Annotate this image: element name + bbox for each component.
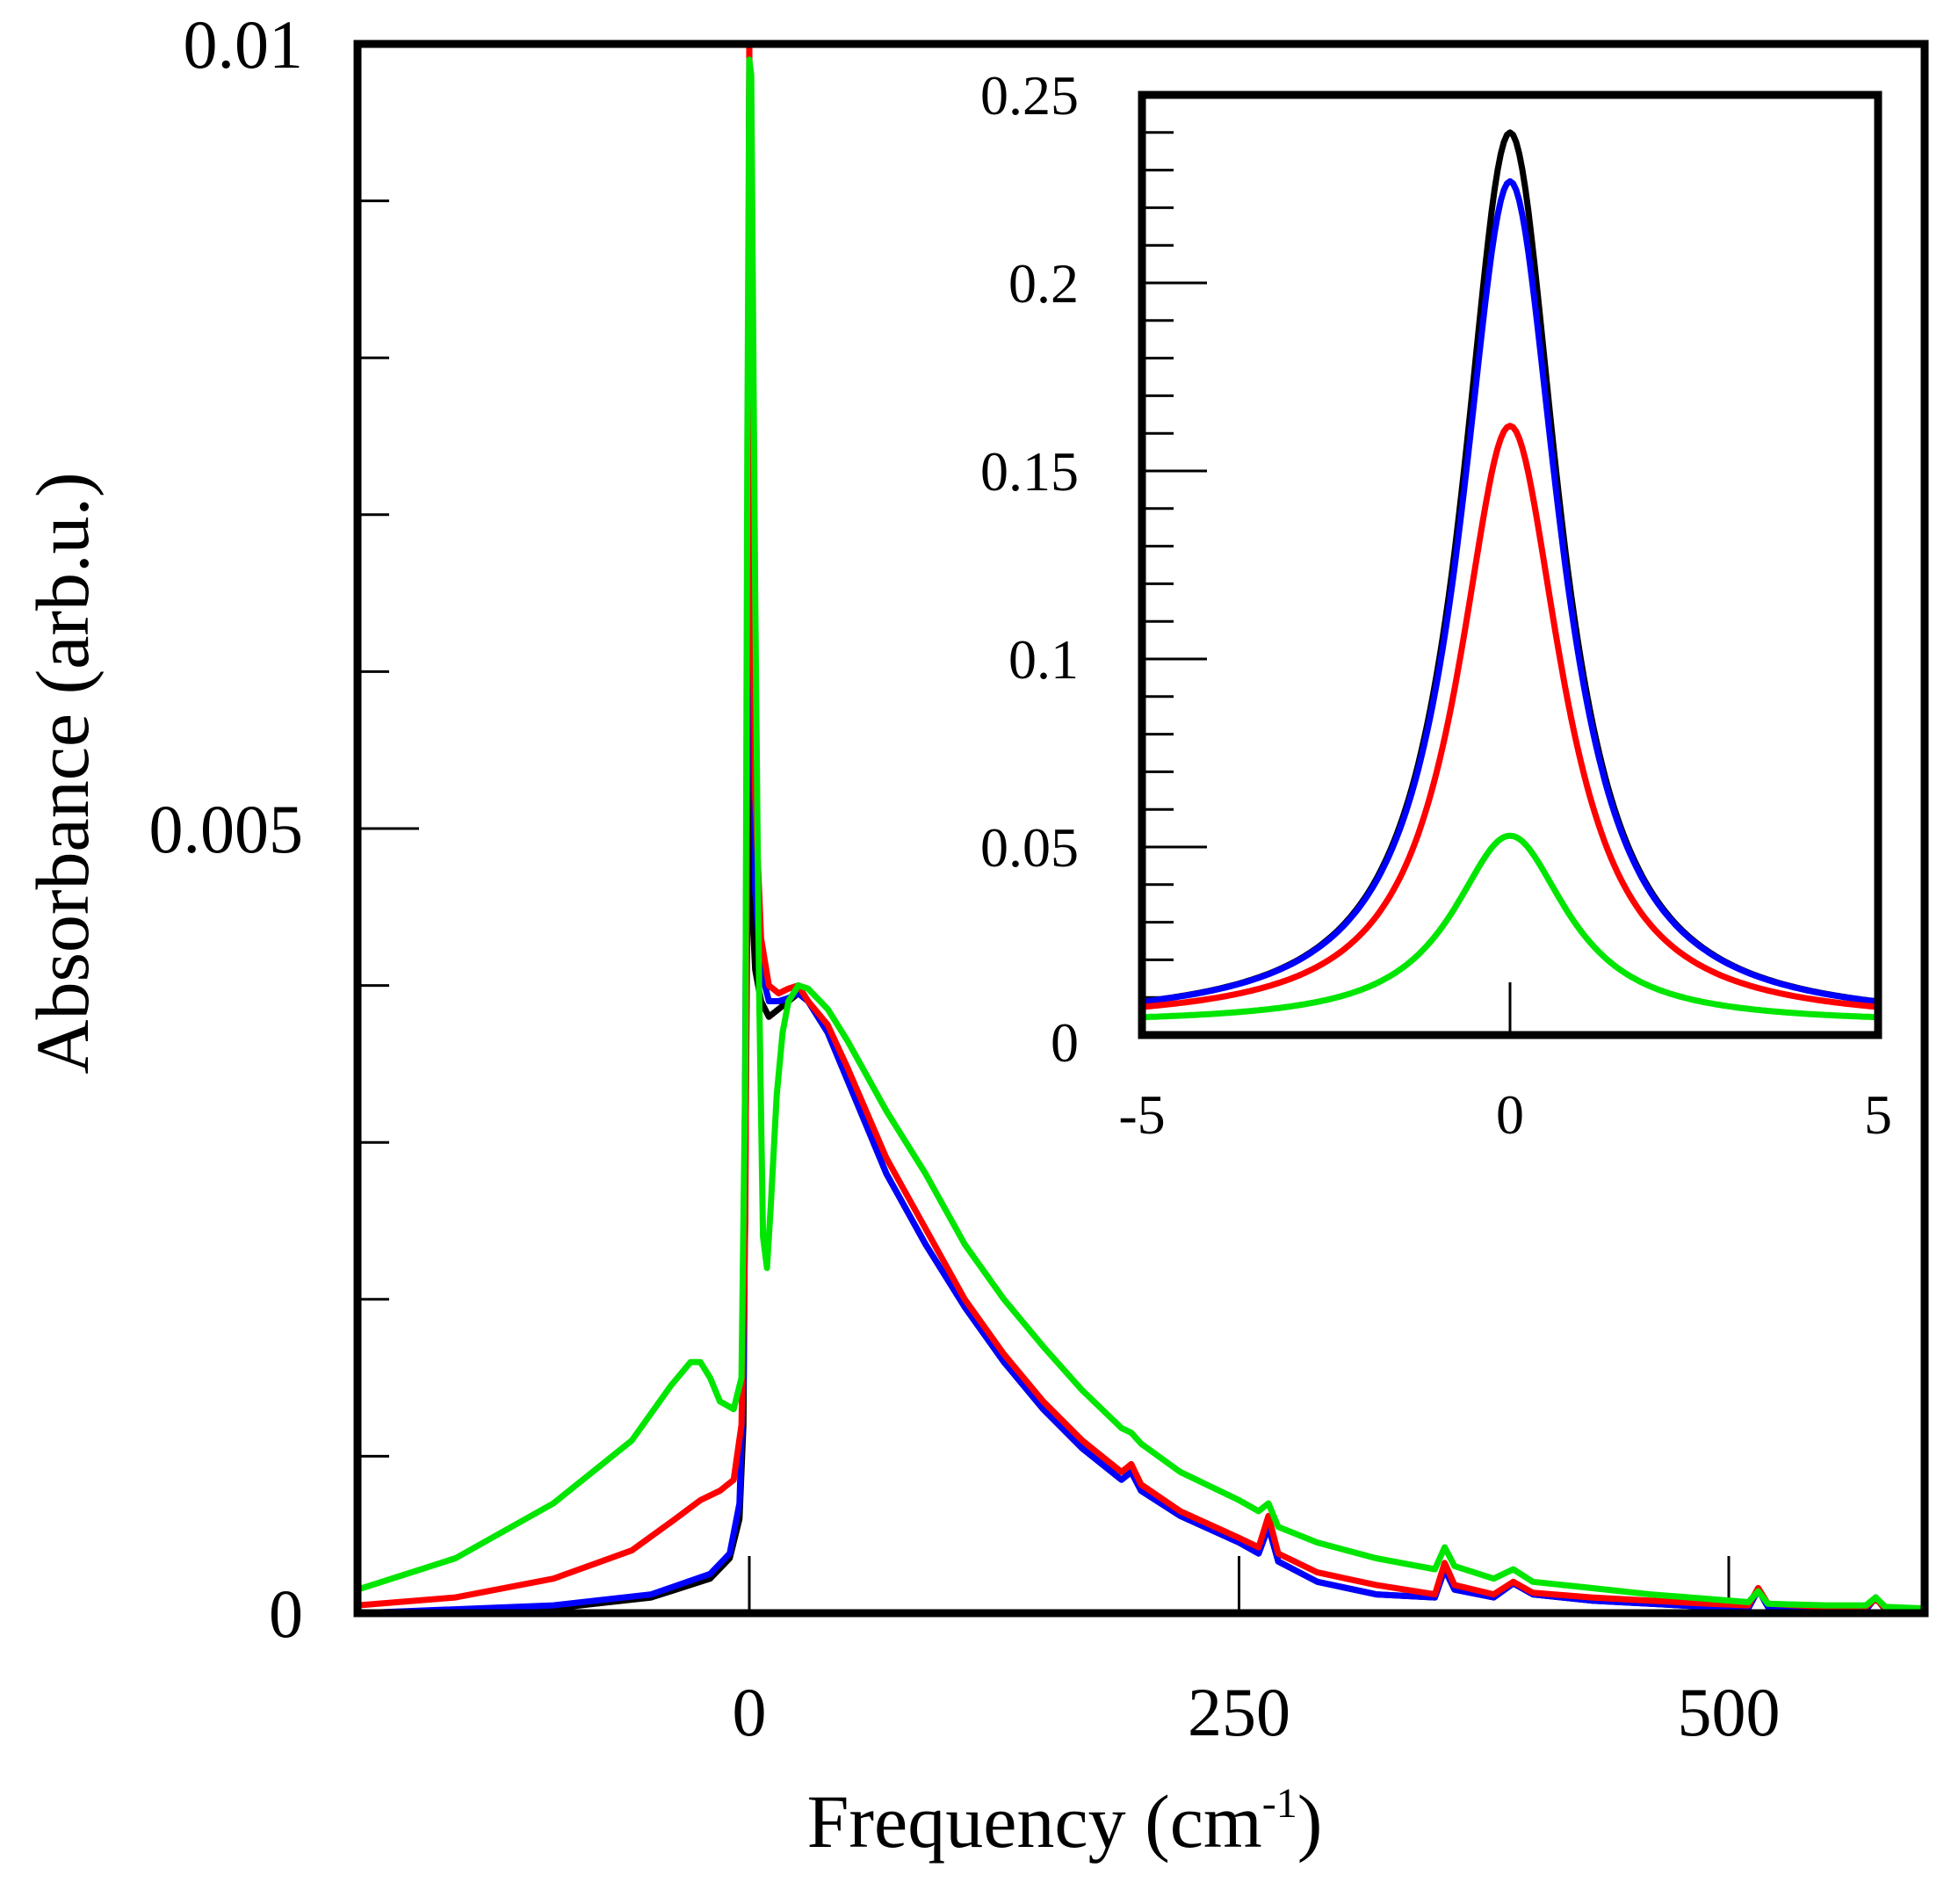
x-tick-label: 250 [1188,1674,1290,1750]
inset-series [1142,129,1878,1021]
x-tick-label: 0 [733,1674,767,1750]
inset-y-tick-label: 0.1 [1008,628,1079,691]
inset-plot: -5 0 5 0 0.05 0.1 0.15 0.2 0.25 [980,64,1892,1146]
y-tick-label: 0.005 [149,791,304,867]
main-series [358,44,1925,1613]
x-axis-label-close: ) [1297,1779,1323,1864]
main-tick-labels: 0 250 500 0 0.005 0.01 [149,6,1781,1750]
x-tick-label: 500 [1678,1674,1781,1750]
inset-x-tick-label: -5 [1118,1083,1165,1146]
inset-plot-frame [1138,90,1882,1039]
x-axis-label: Frequency (cm-1) [807,1779,1323,1864]
y-axis-label: Absorbance (arb.u.) [20,472,105,1074]
x-axis-label-superscript: -1 [1262,1780,1297,1827]
series-line-green [358,56,1925,1612]
y-tick-label: 0 [269,1575,303,1652]
inset-y-tick-label: 0.15 [980,440,1079,503]
inset-x-tick-label: 0 [1496,1083,1524,1146]
x-axis-label-main: Frequency (cm [807,1779,1262,1864]
inset-series-line-blue [1142,177,1878,1005]
inset-background [1142,95,1878,1035]
inset-tick-labels: -5 0 5 0 0.05 0.1 0.15 0.2 0.25 [980,64,1892,1146]
inset-series-line-green [1142,832,1878,1021]
inset-x-tick-label: 5 [1864,1083,1892,1146]
inset-y-tick-label: 0.2 [1008,252,1079,315]
y-tick-label: 0.01 [184,6,304,83]
inset-y-tick-label: 0.05 [980,816,1079,879]
inset-y-tick-label: 0 [1051,1011,1079,1074]
inset-ticks [1142,93,1512,1035]
inset-y-tick-label: 0.25 [980,64,1079,127]
main-plot-frame [353,40,1929,1618]
inset-series-line-red [1142,423,1878,1010]
